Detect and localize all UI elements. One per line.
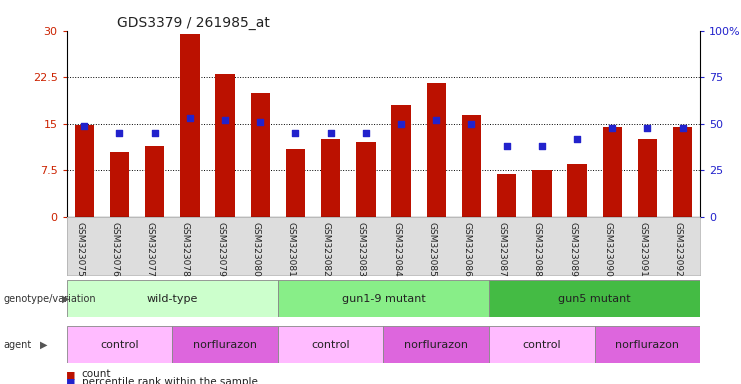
Point — [290, 130, 302, 136]
Point — [571, 136, 583, 142]
Bar — [595, 326, 700, 363]
Text: GSM323088: GSM323088 — [533, 222, 542, 276]
Text: control: control — [522, 339, 561, 350]
Point — [395, 121, 407, 127]
Text: GSM323078: GSM323078 — [181, 222, 190, 276]
Point — [606, 124, 618, 131]
Point — [325, 130, 336, 136]
Point — [184, 115, 196, 121]
Text: control: control — [311, 339, 350, 350]
Bar — [250, 93, 270, 217]
Bar — [489, 326, 594, 363]
Bar — [602, 127, 622, 217]
Point — [113, 130, 125, 136]
Text: GSM323082: GSM323082 — [322, 222, 330, 276]
Text: norflurazon: norflurazon — [193, 339, 257, 350]
Point — [431, 117, 442, 123]
Bar — [427, 83, 446, 217]
Bar — [391, 105, 411, 217]
Text: GSM323083: GSM323083 — [357, 222, 366, 276]
Text: GSM323089: GSM323089 — [568, 222, 577, 276]
Bar — [278, 326, 384, 363]
Point — [219, 117, 231, 123]
Bar — [145, 146, 165, 217]
Point — [360, 130, 372, 136]
Text: GDS3379 / 261985_at: GDS3379 / 261985_at — [117, 16, 270, 30]
Point — [79, 122, 90, 129]
Text: ■: ■ — [67, 376, 74, 384]
Bar — [356, 142, 376, 217]
Text: GSM323091: GSM323091 — [639, 222, 648, 276]
Bar — [216, 74, 235, 217]
Text: genotype/variation: genotype/variation — [4, 294, 96, 304]
Bar — [568, 164, 587, 217]
Text: GSM323087: GSM323087 — [498, 222, 507, 276]
Bar — [67, 280, 278, 317]
Point — [536, 143, 548, 149]
Point — [677, 124, 688, 131]
Text: percentile rank within the sample: percentile rank within the sample — [82, 377, 257, 384]
Point — [149, 130, 161, 136]
Text: control: control — [100, 339, 139, 350]
Text: GSM323077: GSM323077 — [146, 222, 155, 276]
Text: wild-type: wild-type — [147, 293, 198, 304]
Text: agent: agent — [4, 340, 32, 350]
Bar — [638, 139, 657, 217]
Text: GSM323085: GSM323085 — [428, 222, 436, 276]
Bar — [384, 326, 489, 363]
Text: GSM323075: GSM323075 — [76, 222, 84, 276]
Text: GSM323076: GSM323076 — [110, 222, 119, 276]
Text: GSM323081: GSM323081 — [287, 222, 296, 276]
Point — [642, 124, 654, 131]
Bar — [75, 125, 94, 217]
Text: norflurazon: norflurazon — [616, 339, 679, 350]
Text: GSM323092: GSM323092 — [674, 222, 682, 276]
Point — [501, 143, 513, 149]
Bar — [497, 174, 516, 217]
Text: ▶: ▶ — [40, 340, 47, 350]
Bar — [286, 149, 305, 217]
Text: GSM323079: GSM323079 — [216, 222, 225, 276]
Bar — [67, 326, 173, 363]
Bar — [321, 139, 340, 217]
Text: ■: ■ — [67, 368, 74, 381]
Text: GSM323090: GSM323090 — [603, 222, 612, 276]
Bar — [462, 114, 481, 217]
Text: GSM323084: GSM323084 — [392, 222, 401, 276]
Point — [465, 121, 477, 127]
Bar — [673, 127, 692, 217]
Text: count: count — [82, 369, 111, 379]
Text: ▶: ▶ — [62, 294, 69, 304]
Bar — [180, 34, 199, 217]
Text: norflurazon: norflurazon — [405, 339, 468, 350]
Text: gun1-9 mutant: gun1-9 mutant — [342, 293, 425, 304]
Bar — [173, 326, 278, 363]
Text: GSM323086: GSM323086 — [462, 222, 471, 276]
Bar — [278, 280, 489, 317]
Point — [254, 119, 266, 125]
Bar — [110, 152, 129, 217]
Text: gun5 mutant: gun5 mutant — [558, 293, 631, 304]
Text: GSM323080: GSM323080 — [251, 222, 260, 276]
Bar — [532, 170, 551, 217]
Bar — [489, 280, 700, 317]
